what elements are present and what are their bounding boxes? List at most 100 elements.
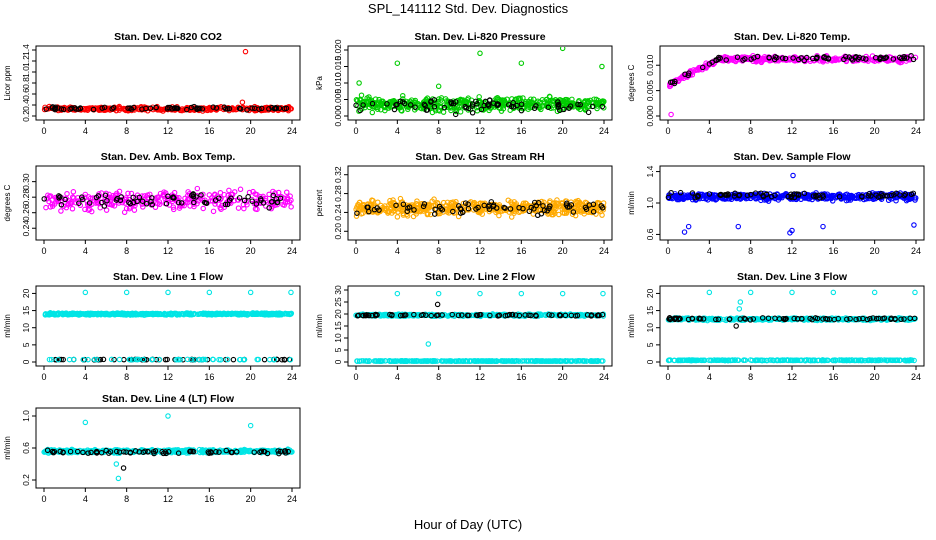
data-point <box>101 203 108 209</box>
data-point <box>431 196 437 202</box>
data-point <box>435 83 442 90</box>
y-tick-label: 0.26 <box>21 204 31 221</box>
data-point <box>596 207 602 214</box>
data-point <box>677 189 684 196</box>
data-point <box>903 55 910 61</box>
data-point <box>487 97 493 103</box>
data-point <box>47 310 54 317</box>
data-point <box>570 209 577 215</box>
data-point <box>374 106 381 112</box>
x-tick-label: 8 <box>124 246 129 256</box>
x-tick-label: 4 <box>707 126 712 136</box>
data-point <box>512 312 519 318</box>
data-point <box>877 193 883 200</box>
data-point <box>191 357 198 363</box>
data-point <box>287 356 294 363</box>
x-tick-label: 20 <box>870 246 880 256</box>
data-point <box>425 341 432 347</box>
data-point <box>101 104 108 111</box>
plot-frame <box>35 285 301 367</box>
data-point <box>466 312 472 319</box>
data-point <box>493 205 500 211</box>
x-tick-label: 12 <box>787 246 797 256</box>
data-point <box>585 109 592 116</box>
data-point <box>148 198 154 205</box>
x-tick-label: 0 <box>665 126 670 136</box>
data-point <box>765 315 772 321</box>
data-point <box>58 208 64 214</box>
data-point <box>765 198 772 204</box>
data-point <box>600 290 606 297</box>
data-point <box>582 105 588 111</box>
data-point <box>244 201 250 208</box>
data-point <box>425 211 431 217</box>
x-tick-label: 0 <box>41 126 46 136</box>
panel-title: Stan. Dev. Amb. Box Temp. <box>101 151 236 163</box>
data-point <box>241 310 248 317</box>
data-point <box>715 56 721 63</box>
x-tick-label: 16 <box>516 126 526 136</box>
data-point <box>91 356 98 363</box>
panel-title: Stan. Dev. Line 1 Flow <box>113 271 224 283</box>
data-point <box>526 208 533 215</box>
data-point <box>853 316 859 323</box>
data-point <box>56 193 62 199</box>
data-point <box>236 356 243 363</box>
y-tick-label: 1.0 <box>645 197 655 209</box>
data-point <box>486 206 493 212</box>
data-point <box>139 198 146 204</box>
y-tick-label: 15 <box>645 306 655 316</box>
data-point <box>530 96 537 102</box>
data-point <box>275 189 282 196</box>
data-point <box>235 311 241 318</box>
data-point <box>82 289 89 296</box>
data-point <box>400 312 406 319</box>
data-point <box>508 214 515 220</box>
data-point <box>125 105 131 111</box>
data-point <box>162 356 169 363</box>
data-point <box>865 192 872 199</box>
y-tick-label: 0 <box>333 359 343 364</box>
data-point <box>188 356 195 363</box>
data-point <box>382 203 388 209</box>
data-point <box>440 358 446 364</box>
data-point <box>286 199 293 205</box>
data-point <box>197 310 203 317</box>
data-point <box>202 107 209 113</box>
data-point <box>170 206 177 213</box>
data-point <box>114 195 120 202</box>
data-point <box>369 312 375 319</box>
data-point <box>535 98 541 105</box>
data-point <box>689 316 696 322</box>
data-point <box>69 311 76 318</box>
data-point <box>428 203 434 210</box>
data-point <box>55 105 61 111</box>
data-point <box>555 99 561 105</box>
data-point <box>410 213 417 220</box>
y-axis-label: Licor ppm <box>3 65 12 100</box>
data-point <box>599 205 606 211</box>
data-point <box>89 311 96 317</box>
data-point <box>480 358 486 364</box>
data-point <box>185 189 191 195</box>
x-tick-label: 24 <box>599 246 609 256</box>
data-point <box>676 76 683 82</box>
points-layer <box>353 47 607 118</box>
points-layer <box>42 289 295 363</box>
data-point <box>126 205 133 212</box>
data-point <box>801 190 808 197</box>
data-point <box>681 229 688 235</box>
points-layer <box>353 290 607 365</box>
data-point <box>562 312 569 319</box>
data-point <box>509 311 515 318</box>
data-point <box>107 194 114 201</box>
data-point <box>224 356 231 363</box>
data-point <box>881 55 887 62</box>
data-point <box>526 312 532 319</box>
data-point <box>845 197 852 203</box>
data-point <box>593 358 600 364</box>
y-tick-label: 0.000 <box>645 105 655 127</box>
data-point <box>441 102 447 108</box>
data-point <box>835 315 842 322</box>
